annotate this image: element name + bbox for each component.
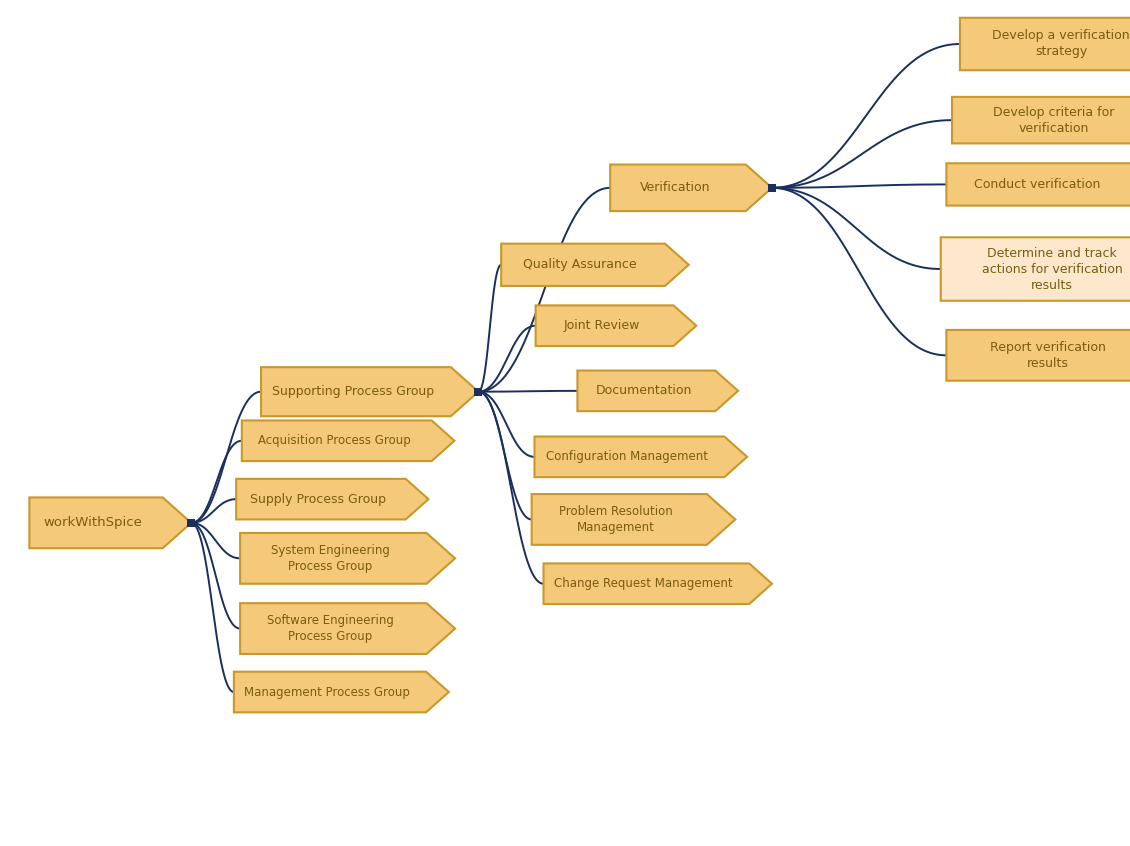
Polygon shape <box>242 420 454 461</box>
Polygon shape <box>536 305 696 346</box>
Text: Configuration Management: Configuration Management <box>546 450 707 464</box>
Text: Determine and track
actions for verification
results: Determine and track actions for verifica… <box>982 246 1123 292</box>
Text: Acquisition Process Group: Acquisition Process Group <box>258 434 410 448</box>
Text: Supporting Process Group: Supporting Process Group <box>271 385 434 398</box>
Text: Verification: Verification <box>640 181 710 195</box>
Polygon shape <box>29 497 191 548</box>
Polygon shape <box>234 672 449 712</box>
Polygon shape <box>947 330 1130 381</box>
Text: Management Process Group: Management Process Group <box>244 685 410 699</box>
Polygon shape <box>940 237 1130 301</box>
Polygon shape <box>947 163 1130 206</box>
Polygon shape <box>240 533 455 584</box>
Polygon shape <box>951 97 1130 144</box>
Text: Conduct verification: Conduct verification <box>974 178 1099 191</box>
Polygon shape <box>502 244 689 286</box>
Polygon shape <box>240 603 455 654</box>
Polygon shape <box>261 367 478 416</box>
Polygon shape <box>577 371 738 411</box>
Text: Report verification
results: Report verification results <box>990 341 1105 370</box>
Text: Supply Process Group: Supply Process Group <box>250 492 386 506</box>
Polygon shape <box>236 479 428 519</box>
Text: System Engineering
Process Group: System Engineering Process Group <box>270 544 390 573</box>
Polygon shape <box>959 18 1130 70</box>
Text: Change Request Management: Change Request Management <box>555 577 733 591</box>
Text: Develop a verification
strategy: Develop a verification strategy <box>992 30 1130 58</box>
Text: Software Engineering
Process Group: Software Engineering Process Group <box>267 614 393 643</box>
Polygon shape <box>534 437 747 477</box>
Text: Documentation: Documentation <box>596 384 692 398</box>
Text: workWithSpice: workWithSpice <box>43 516 142 530</box>
Polygon shape <box>544 563 772 604</box>
Text: Joint Review: Joint Review <box>564 319 640 332</box>
Text: Problem Resolution
Management: Problem Resolution Management <box>559 505 672 534</box>
Text: Quality Assurance: Quality Assurance <box>523 258 637 272</box>
Polygon shape <box>532 494 736 545</box>
Text: Develop criteria for
verification: Develop criteria for verification <box>993 106 1114 135</box>
Polygon shape <box>610 165 772 212</box>
